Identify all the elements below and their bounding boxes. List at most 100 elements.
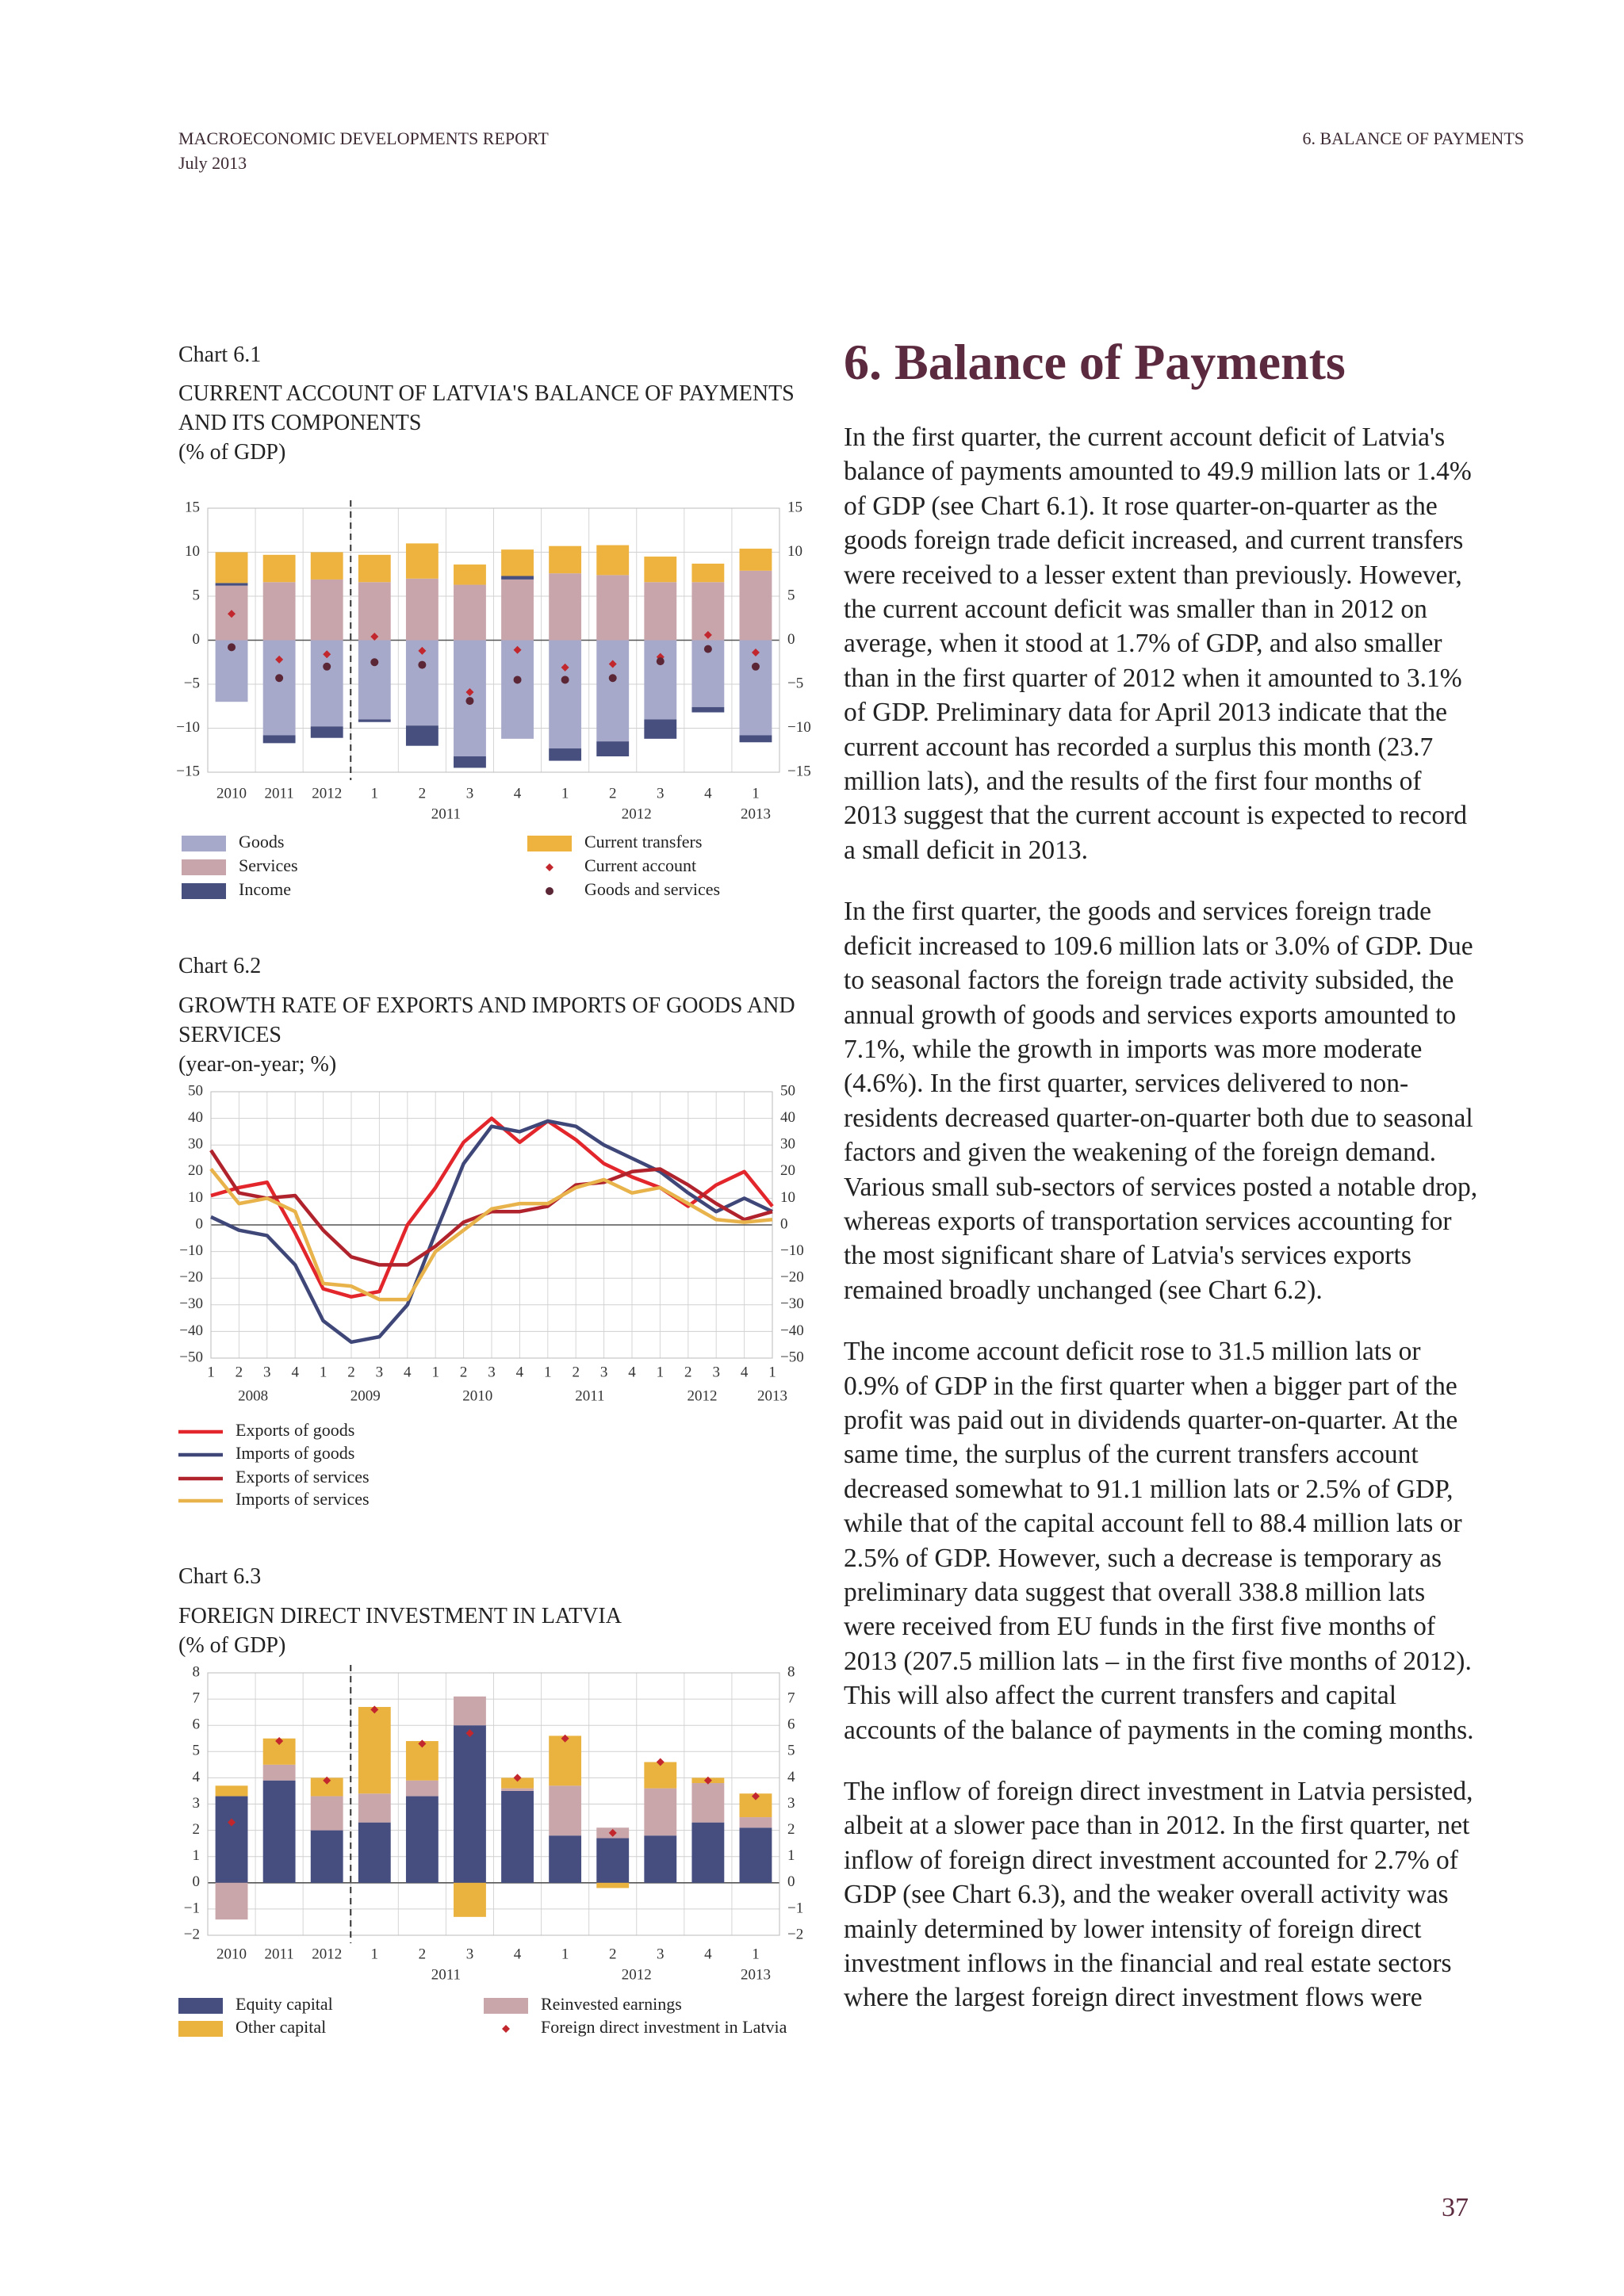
x-tick-label: 1 [207,1364,215,1380]
point-marker [465,1729,474,1738]
point-marker [561,663,569,672]
point-marker [608,660,617,668]
bar [644,582,677,641]
x-tick-label: 2 [460,1364,468,1380]
y2-tick-label: 10 [787,543,802,560]
paragraph: The income account deficit rose to 31.5 … [844,1337,1474,1745]
y-tick-label: 4 [193,1769,201,1785]
point-marker [656,657,665,666]
x-tick-label: 2011 [264,785,293,802]
bar [501,579,534,641]
x-group-label: 2013 [741,806,771,822]
legend-label: Other capital [236,2017,326,2037]
y-tick-label: 50 [188,1082,203,1099]
x-group-label: 2013 [741,1966,771,1983]
bar [310,1777,343,1797]
x-group-label: 2010 [462,1387,492,1404]
x-tick-label: 2 [572,1364,580,1380]
bar [358,719,391,722]
bar [215,552,248,584]
point-marker [275,1737,284,1746]
x-tick-label: 1 [768,1364,776,1380]
x-tick-label: 3 [376,1364,384,1380]
bar [549,545,582,574]
x-group-label: 2012 [622,1966,652,1983]
x-tick-label: 2011 [264,1946,293,1962]
y2-tick-label: 20 [780,1162,795,1179]
x-tick-label: 3 [488,1364,496,1380]
chart-label: Chart 6.3 [178,1564,262,1589]
bar [501,576,534,580]
x-tick-label: 1 [320,1364,327,1380]
bar [405,543,439,579]
chart-subtitle: (year-on-year; %) [178,1052,337,1077]
y2-tick-label: 10 [780,1189,795,1206]
y2-tick-label: 0 [787,1873,795,1890]
bar [454,756,486,768]
x-tick-label: 2 [347,1364,355,1380]
x-tick-label: 3 [600,1364,608,1380]
x-group-label: 2009 [350,1387,381,1404]
bar [644,557,677,583]
y2-tick-label: −10 [787,719,811,736]
y-tick-label: 10 [188,1189,203,1206]
report-date: July 2013 [178,153,247,173]
x-tick-label: 2010 [216,785,247,802]
bar [691,563,725,583]
point-marker [370,1705,379,1714]
bar [262,1780,296,1883]
legend-label: Exports of goods [236,1420,354,1440]
point-marker [703,1776,712,1785]
point-marker [370,633,379,641]
legend-label: Goods [239,832,284,851]
chart-title-text: FOREIGN DIRECT INVESTMENT IN LATVIA [178,1604,622,1628]
paragraph: The inflow of foreign direct investment … [844,1777,1473,2013]
x-tick-label: 4 [704,785,712,802]
point-marker [608,1828,617,1837]
point-marker [513,1774,522,1782]
y2-tick-label: 5 [787,1743,795,1759]
x-tick-label: 4 [516,1364,524,1380]
y-tick-label: −10 [179,1242,203,1259]
x-tick-label: 2010 [216,1946,247,1962]
legend-swatch [182,836,226,851]
line [209,1149,773,1267]
y2-tick-label: 4 [787,1769,795,1785]
chart-subtitle: (% of GDP) [178,440,286,465]
bar [596,545,630,576]
bar [405,725,439,746]
point-marker [370,658,379,667]
y-tick-label: 0 [193,631,201,648]
y-tick-label: 0 [193,1873,201,1890]
bar [215,1796,248,1883]
bar [215,1785,248,1797]
bar [739,1817,772,1828]
point-marker [751,662,760,671]
bar [596,1882,630,1888]
point-marker [656,1758,665,1766]
bar [644,719,677,739]
bar [501,1788,534,1791]
bar [358,1793,391,1823]
point-marker [465,687,474,696]
bar [358,640,391,720]
y-tick-label: −10 [176,719,200,736]
bar [549,573,582,641]
x-tick-label: 4 [704,1946,712,1962]
y-tick-label: 40 [188,1109,203,1126]
bar [358,1822,391,1883]
y-tick-label: 5 [193,1743,201,1759]
legend-label: Reinvested earnings [541,1994,682,2014]
y2-tick-label: −20 [780,1269,804,1286]
y2-tick-label: 15 [787,499,802,515]
y-tick-label: 7 [193,1689,201,1706]
bar [454,584,486,641]
x-group-label: 2012 [688,1387,718,1404]
legend-label: Exports of services [236,1467,370,1487]
y-tick-label: −40 [179,1322,203,1339]
bar [501,640,534,739]
chart-title-text: CURRENT ACCOUNT OF LATVIA'S BALANCE OF P… [178,381,795,435]
y-tick-label: 2 [193,1821,201,1838]
x-tick-label: 2 [684,1364,692,1380]
